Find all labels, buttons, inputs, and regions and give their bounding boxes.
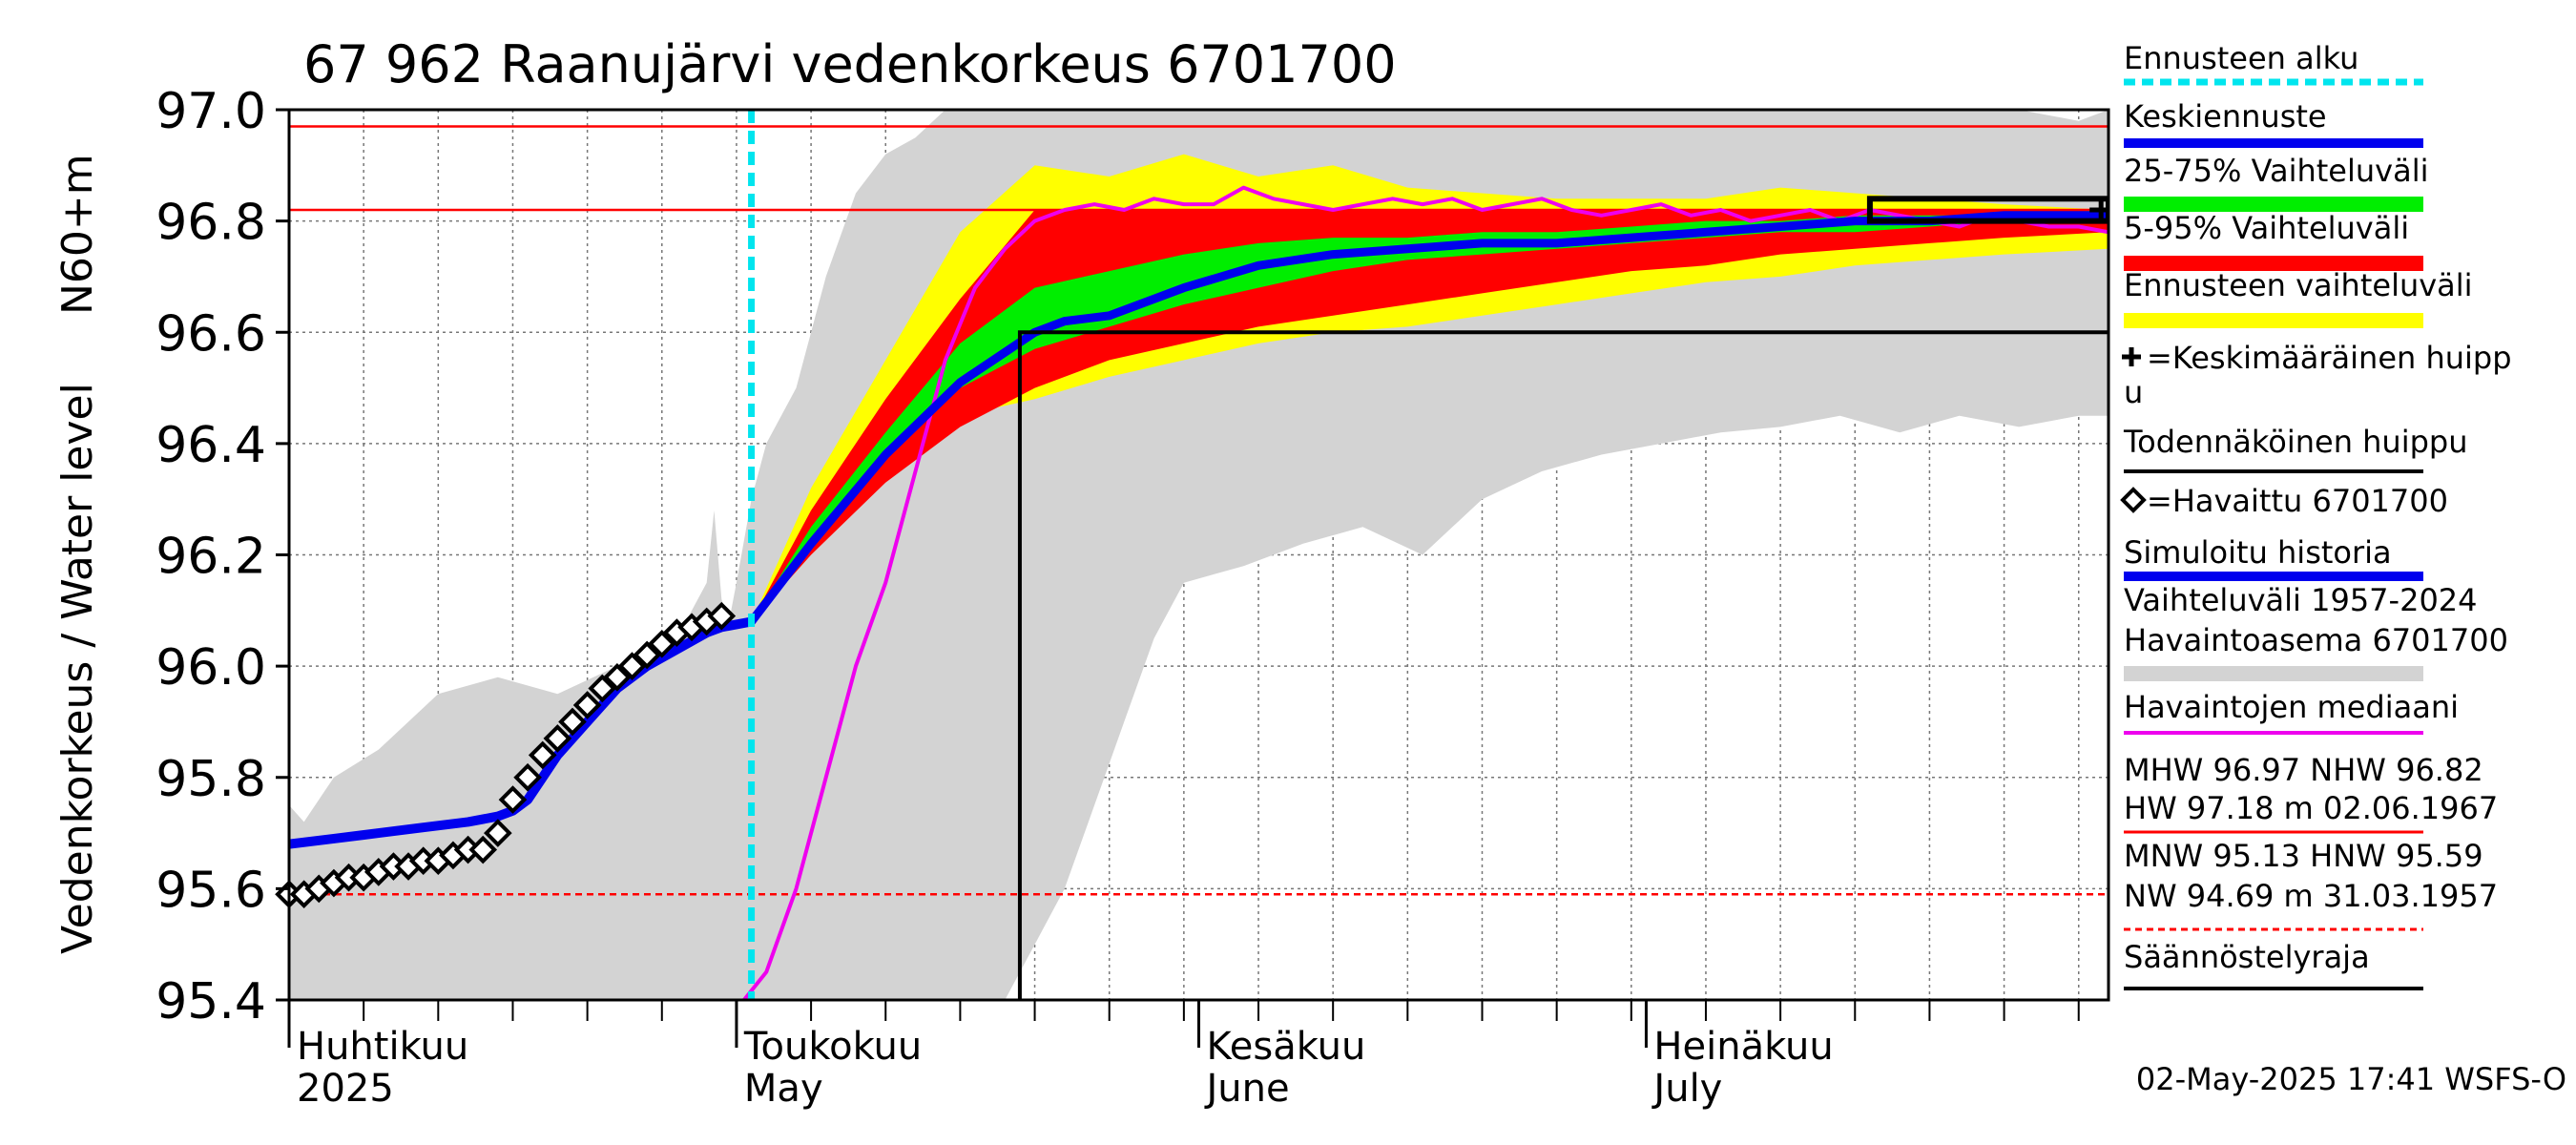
observed-point	[513, 762, 542, 792]
legend-label: MHW 96.97 NHW 96.82	[2124, 752, 2483, 788]
y-tick-label: 96.4	[156, 417, 266, 474]
legend-label: Ennusteen vaihteluväli	[2124, 267, 2473, 303]
legend-label: Vaihteluväli 1957-2024	[2124, 582, 2478, 618]
x-month-label: Kesäkuu	[1207, 1025, 1366, 1069]
y-tick-label: 97.0	[156, 83, 266, 140]
legend-label: 5-95% Vaihteluväli	[2124, 210, 2409, 246]
y-tick-label: 95.4	[156, 973, 266, 1030]
x-month-sublabel: May	[744, 1067, 823, 1111]
legend-label: Todennäköinen huippu	[2123, 424, 2468, 460]
observed-point	[528, 740, 557, 770]
legend-label: Havaintojen mediaani	[2124, 689, 2459, 725]
x-month-label: Toukokuu	[743, 1025, 922, 1069]
legend-cross-icon	[2122, 347, 2141, 366]
p25-75-band	[751, 210, 2109, 622]
y-tick-label: 96.2	[156, 529, 266, 586]
observed-point	[633, 640, 661, 670]
legend-swatch	[2124, 313, 2423, 328]
y-tick-label: 96.0	[156, 639, 266, 697]
legend-label: Ennusteen alku	[2124, 40, 2358, 76]
x-month-sublabel: June	[1204, 1067, 1290, 1111]
legend-swatch	[2124, 256, 2423, 271]
bands	[289, 110, 2109, 1000]
y-axis-unit: N60+m	[53, 154, 102, 315]
legend-label: 25-75% Vaihteluväli	[2124, 153, 2428, 189]
timestamp: 02-May-2025 17:41 WSFS-O	[2136, 1061, 2566, 1097]
legend-diamond-icon	[2120, 487, 2147, 513]
x-month-label: Huhtikuu	[297, 1025, 468, 1069]
legend-label: Keskiennuste	[2124, 98, 2327, 135]
legend-swatch	[2124, 666, 2423, 681]
legend-label: Säännöstelyraja	[2124, 939, 2370, 975]
legend-label-line2: NW 94.69 m 31.03.1957	[2124, 878, 2498, 914]
observed-point	[707, 601, 737, 631]
probable-peak-line	[1017, 330, 2109, 1000]
legend-label: Simuloitu historia	[2124, 534, 2392, 571]
observed-point	[558, 707, 587, 737]
legend-label-line2: Havaintoasema 6701700	[2124, 622, 2508, 658]
chart-title: 67 962 Raanujärvi vedenkorkeus 6701700	[303, 34, 1397, 94]
x-month-label: Heinäkuu	[1653, 1025, 1833, 1069]
y-tick-label: 96.6	[156, 305, 266, 363]
y-tick-label: 95.6	[156, 862, 266, 919]
x-month-sublabel: July	[1651, 1067, 1722, 1111]
legend-label: MNW 95.13 HNW 95.59	[2124, 838, 2483, 874]
observed-point	[603, 662, 632, 692]
y-tick-label: 96.8	[156, 195, 266, 252]
observed-point	[498, 785, 528, 814]
legend-label: =Havaittu 6701700	[2147, 483, 2448, 519]
observed-point	[484, 819, 512, 847]
mean-peak-marker	[2089, 198, 2109, 221]
observed-point	[468, 835, 498, 864]
legend-label: =Keskimääräinen huipp	[2147, 340, 2512, 376]
legend: Ennusteen alku Keskiennuste 25-75% Vaihtel…	[2120, 40, 2512, 990]
x-month-sublabel: 2025	[297, 1067, 394, 1111]
legend-swatch	[2124, 197, 2423, 212]
y-axis-label: Vedenkorkeus / Water level	[53, 383, 102, 954]
observed-point	[543, 724, 572, 753]
legend-label-line2: HW 97.18 m 02.06.1967	[2124, 790, 2498, 826]
observed-point	[588, 674, 617, 703]
median-observed-line	[742, 185, 2109, 1000]
observed-point	[617, 652, 647, 680]
legend-label-line2: u	[2124, 374, 2143, 410]
mean-forecast-line	[748, 211, 2109, 625]
observed-point	[572, 691, 602, 719]
y-tick-label: 95.8	[156, 751, 266, 808]
observed-point	[647, 629, 676, 658]
axes: 95.4 95.6 95.8 96.0 96.2 96.4 96.6 96.8 97.0 Huht…	[156, 83, 2080, 1111]
